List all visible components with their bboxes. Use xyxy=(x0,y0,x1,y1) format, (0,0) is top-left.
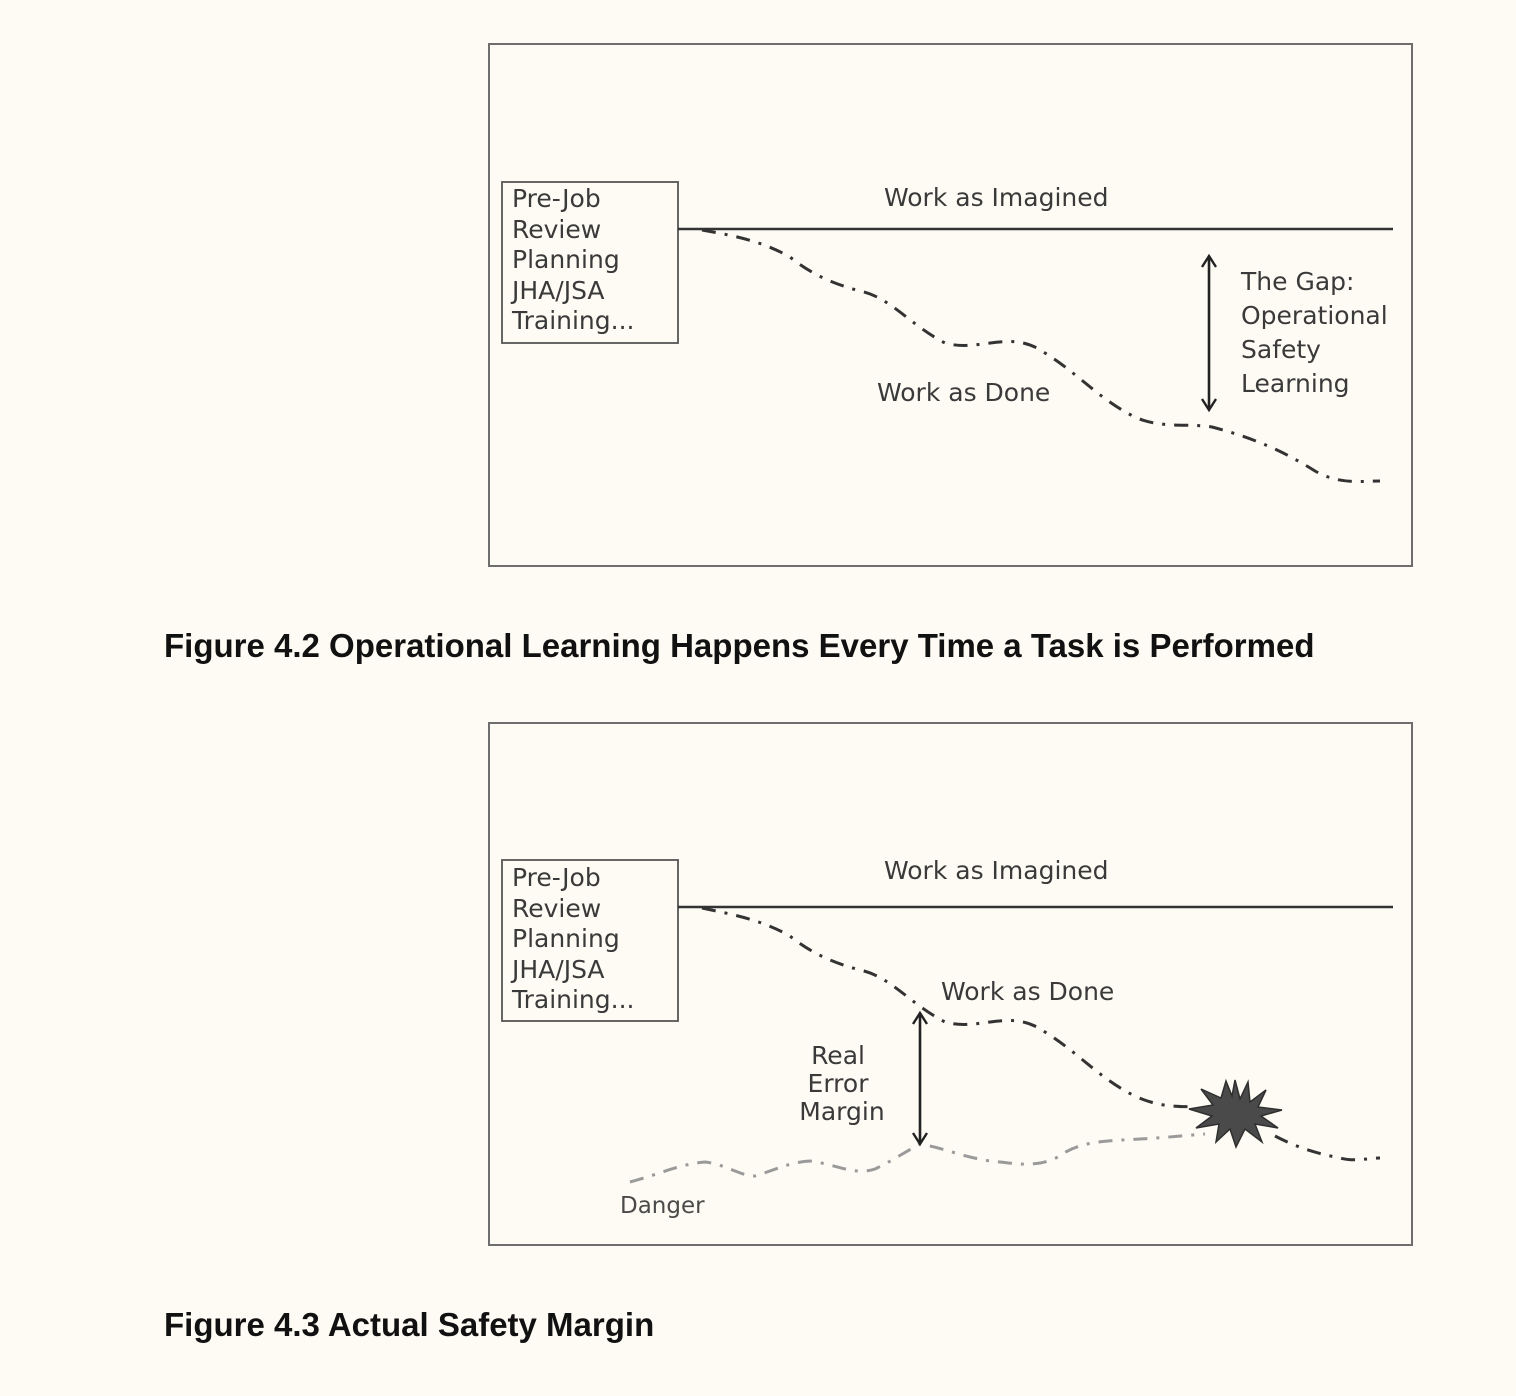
box-line: Review xyxy=(512,894,601,923)
box-text: Pre-Job Review Planning JHA/JSA Training… xyxy=(510,863,635,1014)
gap-arrow xyxy=(1200,253,1218,413)
figure-4-3-caption: Figure 4.3 Actual Safety Margin xyxy=(164,1306,655,1343)
work-as-done-line-after xyxy=(1274,1134,1381,1162)
danger-line xyxy=(629,1132,1206,1184)
box-line: JHA/JSA xyxy=(510,276,605,305)
work-as-done-line xyxy=(701,228,1381,484)
figure-4-3-svg: Pre-Job Review Planning JHA/JSA Training… xyxy=(501,856,1393,1219)
box-line: Review xyxy=(512,215,601,244)
error-margin-label: Real Error Margin xyxy=(799,1041,884,1126)
pre-job-box xyxy=(501,181,679,344)
work-as-imagined-label: Work as Imagined xyxy=(884,856,1109,885)
box-line: Training... xyxy=(511,985,635,1014)
error-margin-arrow xyxy=(911,1010,929,1147)
work-as-done-label: Work as Done xyxy=(941,977,1114,1006)
box-line: Pre-Job xyxy=(512,863,601,892)
figure-4-2-diagram: Pre-Job Review Planning JHA/JSA Training… xyxy=(488,43,1413,567)
incident-burst-icon xyxy=(1188,1078,1283,1149)
work-as-done-label: Work as Done xyxy=(877,378,1050,407)
work-as-done-line xyxy=(701,906,1196,1109)
box-line: Pre-Job xyxy=(512,184,601,213)
figure-4-3-diagram: Pre-Job Review Planning JHA/JSA Training… xyxy=(488,722,1413,1246)
box-text: Pre-Job Review Planning JHA/JSA Training… xyxy=(510,184,635,335)
gap-label: The Gap: Operational Safety Learning xyxy=(1240,267,1396,398)
danger-label: Danger xyxy=(620,1193,705,1219)
pre-job-box xyxy=(501,859,679,1022)
figure-4-2-caption: Figure 4.2 Operational Learning Happens … xyxy=(164,627,1315,664)
work-as-imagined-label: Work as Imagined xyxy=(884,183,1109,212)
box-line: Planning xyxy=(512,245,620,274)
figure-4-2-svg: Pre-Job Review Planning JHA/JSA Training… xyxy=(501,181,1396,484)
box-line: Training... xyxy=(511,306,635,335)
box-line: Planning xyxy=(512,924,620,953)
box-line: JHA/JSA xyxy=(510,955,605,984)
